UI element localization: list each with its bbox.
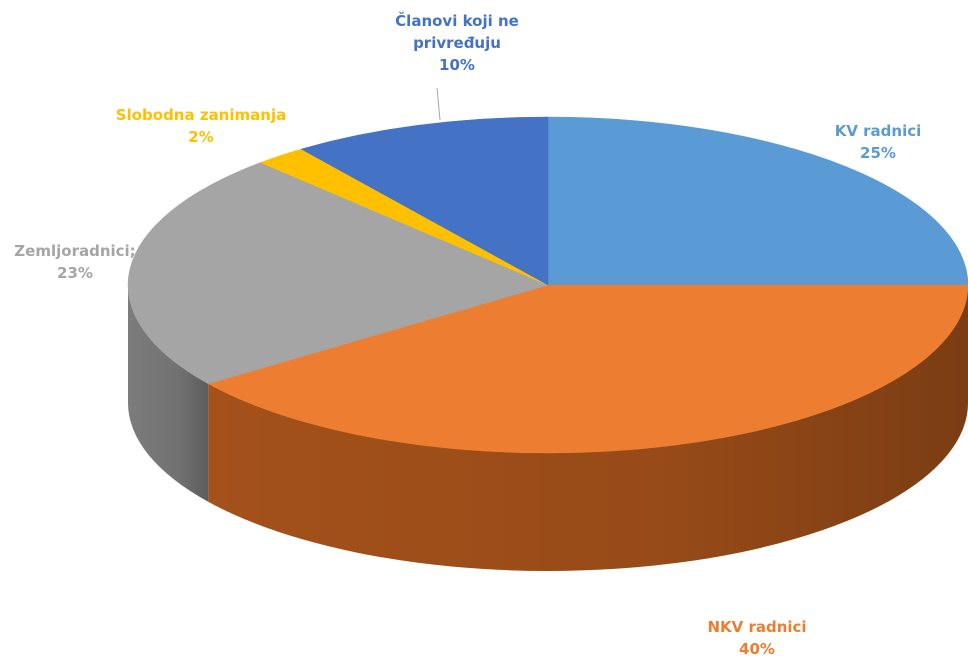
pie-slice-nkv-radnici — [207, 284, 968, 454]
label-slobodna-name: Slobodna zanimanja — [115, 106, 287, 124]
label-slobodna: Slobodna zanimanja 2% — [96, 104, 306, 148]
label-kv: KV radnici 25% — [808, 120, 948, 164]
label-kv-value: 25% — [860, 144, 896, 162]
pie-slice-zemljoradnici — [127, 162, 549, 385]
label-nkv-value: 40% — [739, 640, 775, 658]
leader-line-clanovi — [436, 87, 441, 121]
pie-slice-clanovi-koji-ne-privre-uju — [300, 116, 549, 286]
label-clanovi: Članovi koji ne privređuju 10% — [372, 10, 542, 76]
pie-slice-kv-radnici — [547, 116, 968, 286]
label-zemljoradnici: Zemljoradnici; 23% — [0, 240, 150, 284]
label-zemljoradnici-value: 23% — [57, 264, 93, 282]
label-zemljoradnici-name: Zemljoradnici; — [14, 242, 136, 260]
label-slobodna-value: 2% — [188, 128, 214, 146]
label-nkv: NKV radnici 40% — [682, 616, 832, 660]
label-nkv-name: NKV radnici — [707, 618, 807, 636]
label-clanovi-line1: Članovi koji ne — [395, 12, 519, 30]
label-kv-name: KV radnici — [834, 122, 922, 140]
label-clanovi-line2: privređuju — [413, 34, 501, 52]
pie-side-shade-zemljoradnici — [128, 285, 209, 502]
pie-side-shade-nkv-radnici — [208, 285, 968, 571]
label-clanovi-value: 10% — [439, 56, 475, 74]
